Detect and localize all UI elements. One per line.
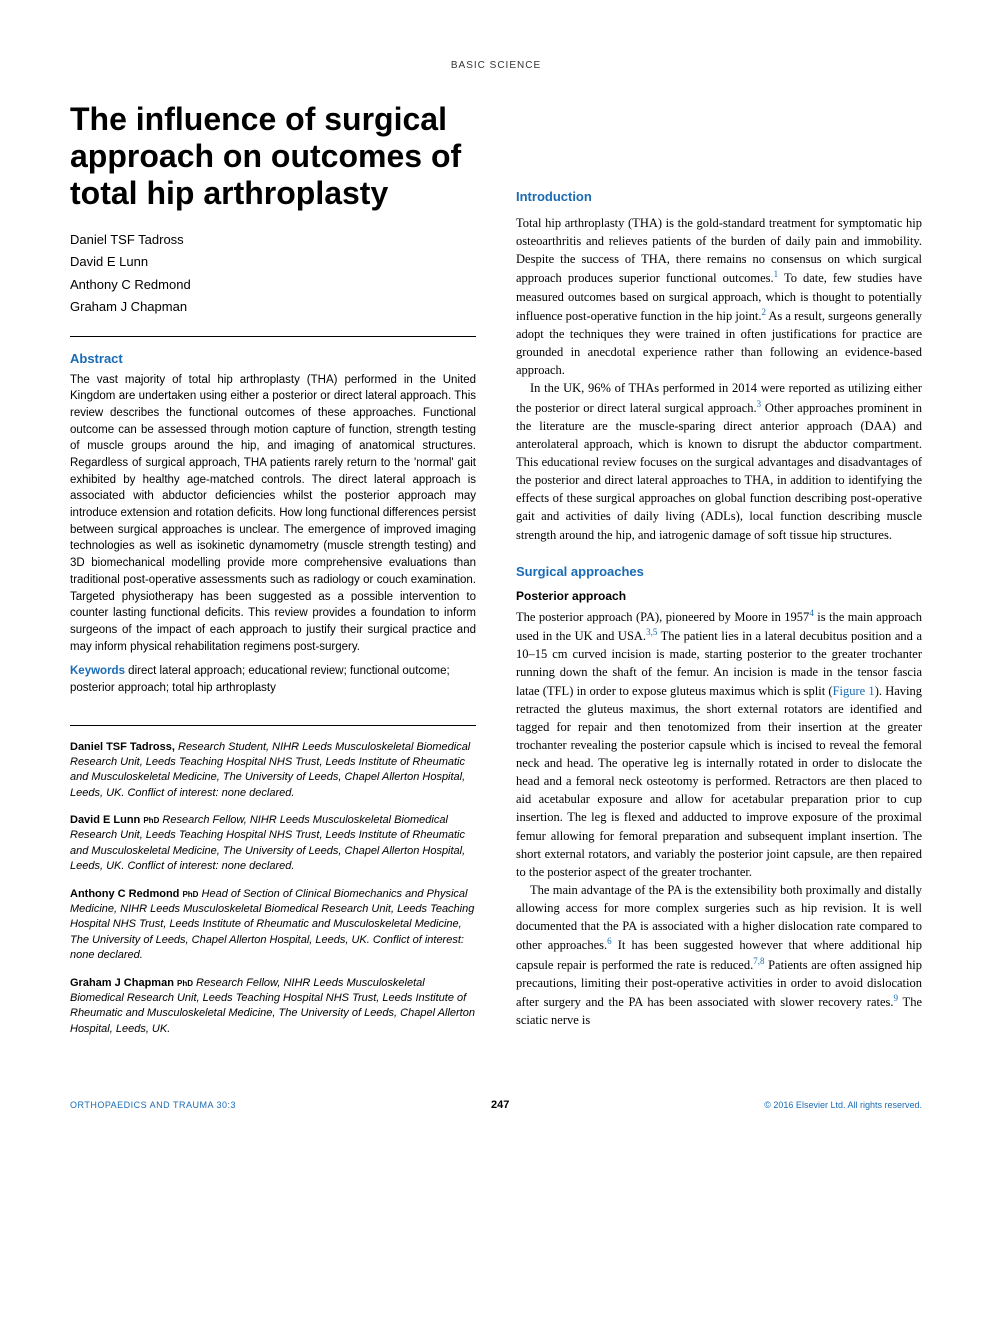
affil-degree: PhD	[182, 890, 198, 899]
affil-name: Daniel TSF Tadross,	[70, 741, 175, 753]
two-column-layout: The influence of surgical approach on ou…	[70, 101, 922, 1049]
text-span: ). Having retracted the gluteus maximus,…	[516, 684, 922, 879]
citation-ref[interactable]: 3,5	[646, 627, 657, 637]
author-affiliation: Graham J Chapman PhD Research Fellow, NI…	[70, 976, 476, 1038]
affil-name: Graham J Chapman	[70, 977, 174, 989]
affil-name: David E Lunn	[70, 814, 140, 826]
affil-degree: PhD	[177, 979, 193, 988]
author-name: David E Lunn	[70, 251, 476, 273]
author-name: Anthony C Redmond	[70, 274, 476, 296]
author-name: Graham J Chapman	[70, 296, 476, 318]
divider	[70, 336, 476, 337]
citation-ref[interactable]: 7,8	[753, 956, 764, 966]
keywords-line: Keywords direct lateral approach; educat…	[70, 663, 476, 696]
abstract-heading: Abstract	[70, 351, 476, 366]
surgical-approaches-heading: Surgical approaches	[516, 564, 922, 579]
intro-paragraph-1: Total hip arthroplasty (THA) is the gold…	[516, 214, 922, 379]
divider	[70, 725, 476, 726]
affil-name: Anthony C Redmond	[70, 888, 179, 900]
right-column: Introduction Total hip arthroplasty (THA…	[516, 101, 922, 1049]
article-title: The influence of surgical approach on ou…	[70, 101, 476, 211]
affil-degree: PhD	[143, 816, 159, 825]
author-affiliation: Anthony C Redmond PhD Head of Section of…	[70, 887, 476, 964]
text-span: The posterior approach (PA), pioneered b…	[516, 610, 809, 624]
intro-paragraph-2: In the UK, 96% of THAs performed in 2014…	[516, 379, 922, 543]
keywords-label: Keywords	[70, 665, 125, 677]
author-name: Daniel TSF Tadross	[70, 229, 476, 251]
footer-journal: ORTHOPAEDICS AND TRAUMA 30:3	[70, 1100, 236, 1110]
left-column: The influence of surgical approach on ou…	[70, 101, 476, 1049]
figure-ref[interactable]: Figure 1	[833, 684, 875, 698]
posterior-approach-heading: Posterior approach	[516, 589, 922, 603]
text-span: Other approaches prominent in the litera…	[516, 401, 922, 542]
footer-page-number: 247	[491, 1099, 509, 1111]
posterior-paragraph-1: The posterior approach (PA), pioneered b…	[516, 607, 922, 881]
keywords-text: direct lateral approach; educational rev…	[70, 665, 450, 694]
page-footer: ORTHOPAEDICS AND TRAUMA 30:3 247 © 2016 …	[70, 1099, 922, 1111]
author-affiliation: Daniel TSF Tadross, Research Student, NI…	[70, 740, 476, 802]
section-header: BASIC SCIENCE	[70, 60, 922, 71]
footer-copyright: © 2016 Elsevier Ltd. All rights reserved…	[764, 1100, 922, 1110]
author-affiliation: David E Lunn PhD Research Fellow, NIHR L…	[70, 813, 476, 875]
author-list: Daniel TSF Tadross David E Lunn Anthony …	[70, 229, 476, 317]
intro-heading: Introduction	[516, 189, 922, 204]
abstract-text: The vast majority of total hip arthropla…	[70, 372, 476, 655]
posterior-paragraph-2: The main advantage of the PA is the exte…	[516, 881, 922, 1029]
